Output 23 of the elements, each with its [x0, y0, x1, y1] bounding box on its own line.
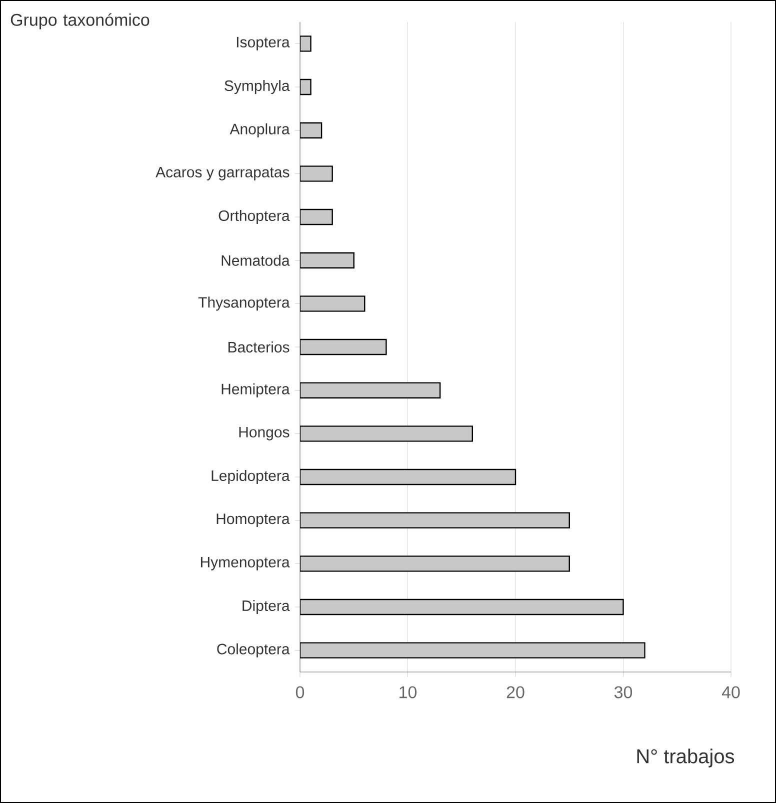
y-tick-label: Hemiptera [222, 383, 290, 398]
x-tick-label: 20 [506, 686, 524, 698]
y-tick-label: Coleoptera [217, 643, 290, 658]
y-tick-label: Acaros y garrapatas [156, 166, 290, 180]
y-tick-label: Diptera [242, 600, 290, 614]
y-tick-label: Nematoda [222, 254, 290, 266]
y-tick-label: Anoplura [230, 123, 290, 138]
x-tick-label: 0 [296, 686, 304, 698]
y-tick-label: Bacterios [228, 341, 290, 353]
y-axis-title: Grupo taxonómico [10, 13, 150, 30]
y-tick-label: Hymenoptera [200, 556, 290, 570]
x-tick-label: 30 [614, 686, 632, 698]
y-tick-label: Orthoptera [218, 210, 290, 224]
y-tick-label: Homoptera [216, 514, 290, 528]
y-tick-label: Isoptera [236, 36, 290, 50]
y-tick-label: Hongos [239, 426, 290, 440]
x-axis-title: N° trabajos [637, 748, 734, 768]
y-tick-label: Symphyla [224, 80, 290, 94]
x-tick-label: 10 [400, 686, 417, 698]
y-tick-label: Lepidoptera [212, 470, 290, 484]
x-tick-label: 40 [722, 686, 740, 698]
y-tick-label: Thysanoptera [198, 296, 290, 311]
bar [300, 338, 387, 356]
